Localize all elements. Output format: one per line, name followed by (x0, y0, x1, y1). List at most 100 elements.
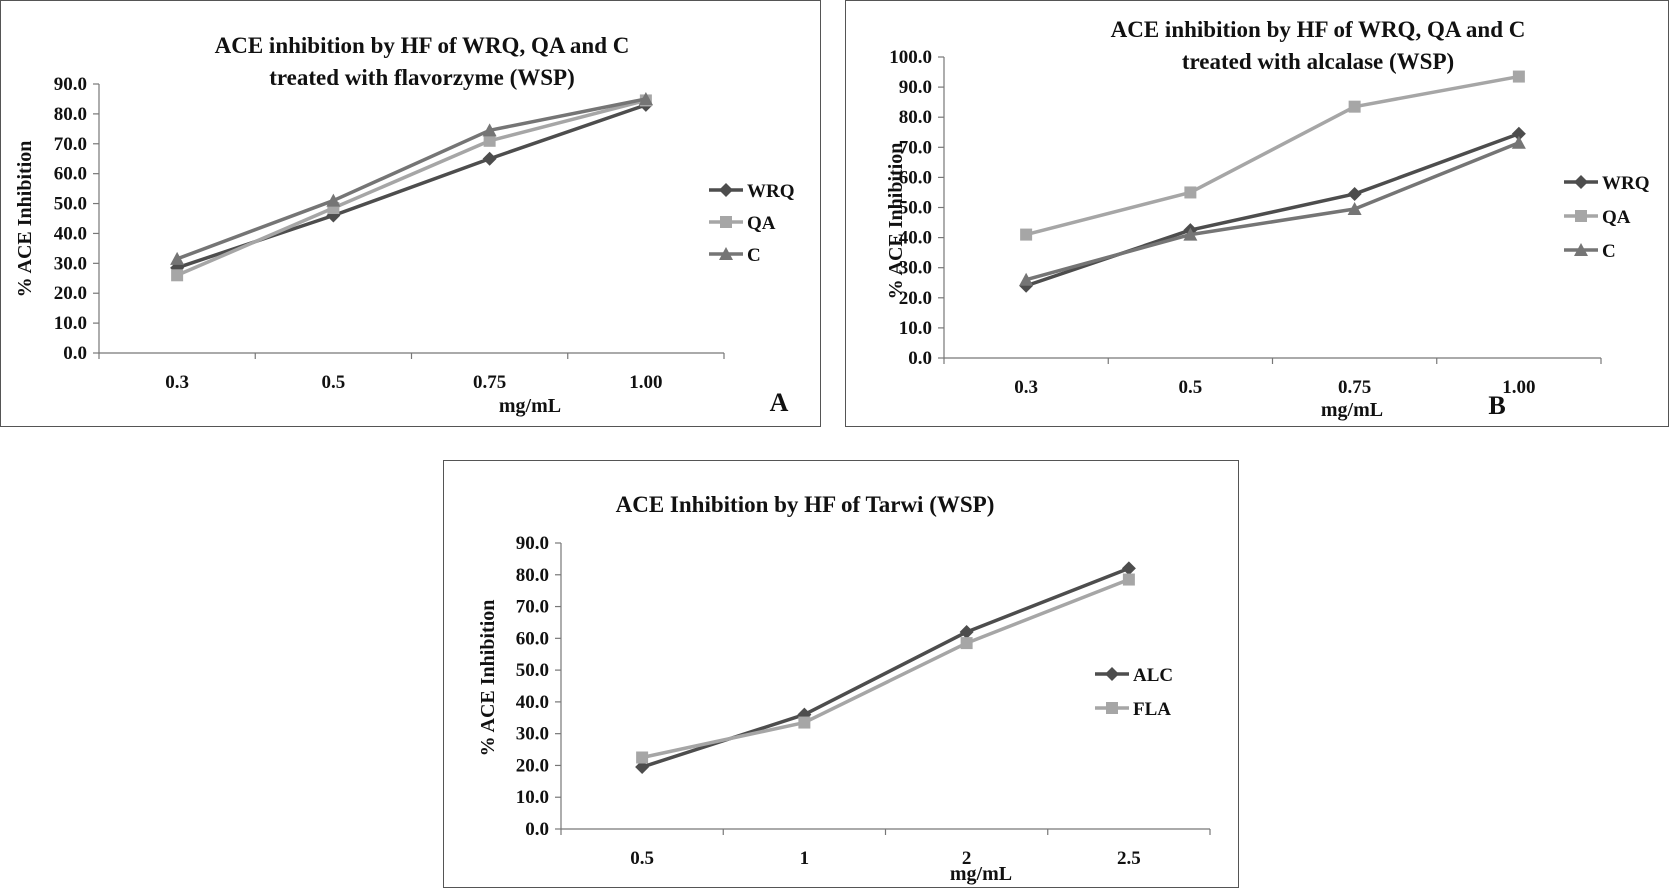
chart-panel-b: ACE inhibition by HF of WRQ, QA and C tre… (845, 0, 1669, 427)
chart-a-series-line-qa (176, 98, 647, 277)
chart-c-y-tick-label: 0.0 (525, 819, 549, 840)
chart-c-point-alc (1121, 561, 1136, 576)
chart-a-legend-label-c: C (747, 245, 761, 266)
chart-b-point-qa (1184, 186, 1197, 199)
chart-b-x-tick-label: 0.5 (1179, 377, 1203, 398)
chart-a-legend-label-wrq: WRQ (747, 181, 795, 202)
chart-a-point-wrq (482, 151, 497, 166)
chart-c-y-axis-title: % ACE Inhibition (477, 600, 499, 757)
chart-b-y-tick-label: 80.0 (899, 107, 932, 128)
chart-a-point-c (482, 123, 497, 137)
chart-c-y-tick-label: 30.0 (516, 724, 549, 745)
chart-b-x-axis-title: mg/mL (1321, 399, 1383, 421)
chart-c-y-tick-label: 20.0 (516, 755, 549, 776)
chart-c-legend-label-alc: ALC (1133, 665, 1173, 686)
chart-b-y-axis-title: % ACE Inhibition (885, 143, 907, 300)
chart-c-y-tick-label: 60.0 (516, 628, 549, 649)
chart-b-y-tick-label: 50.0 (899, 198, 932, 219)
chart-c-y-tick-label: 70.0 (516, 597, 549, 618)
chart-panel-a: ACE inhibition by HF of WRQ, QA and C tre… (0, 0, 821, 427)
chart-b-legend-marker-wrq (1574, 175, 1588, 189)
chart-c-x-tick-label: 0.5 (630, 848, 654, 869)
chart-b-point-wrq (1511, 126, 1526, 141)
chart-a-y-tick-label: 0.0 (63, 343, 87, 364)
chart-c-x-tick-label: 2 (962, 848, 972, 869)
chart-a-title-line: treated with flavorzyme (WSP) (269, 65, 575, 90)
chart-a-y-tick-label: 20.0 (54, 283, 87, 304)
chart-c-title-line: ACE Inhibition by HF of Tarwi (WSP) (616, 492, 995, 517)
chart-b-point-qa (1020, 228, 1033, 241)
chart-b-series-line-qa (1025, 74, 1520, 237)
chart-c-y-tick-label: 90.0 (516, 533, 549, 554)
chart-a-x-tick-label: 0.3 (165, 372, 189, 393)
chart-a-x-tick-label: 0.75 (473, 372, 506, 393)
chart-a-y-axis-title: % ACE Inhibition (14, 141, 36, 298)
chart-b-legend-marker-qa (1575, 210, 1587, 222)
chart-b-point-c (1511, 135, 1526, 149)
chart-b-title-line: treated with alcalase (WSP) (1182, 49, 1454, 74)
chart-c-point-fla (1122, 573, 1135, 586)
chart-b-legend-label-c: C (1602, 241, 1616, 262)
chart-a-legend-marker-qa (720, 216, 732, 228)
chart-a-y-tick-label: 60.0 (54, 164, 87, 185)
chart-a-x-axis-title: mg/mL (499, 395, 561, 417)
chart-a-panel-letter: A (770, 388, 789, 417)
chart-b-y-tick-label: 90.0 (899, 77, 932, 98)
chart-c-point-alc (635, 760, 650, 775)
chart-b-point-c (1019, 272, 1034, 286)
chart-b-x-tick-label: 0.3 (1014, 377, 1038, 398)
chart-a-series-line-c (176, 97, 647, 261)
chart-b-legend-marker-c (1574, 243, 1588, 256)
chart-b-x-tick-label: 0.75 (1338, 377, 1371, 398)
chart-c-y-tick-label: 80.0 (516, 565, 549, 586)
chart-b-series-line-c (1025, 141, 1520, 282)
chart-c-legend-marker-fla (1106, 702, 1118, 714)
chart-b-point-qa (1512, 70, 1525, 83)
chart-c-point-fla (636, 751, 649, 764)
chart-c-x-tick-label: 1 (800, 848, 810, 869)
chart-c-svg: ACE Inhibition by HF of Tarwi (WSP)0.010… (477, 492, 1270, 889)
chart-a-x-tick-label: 1.00 (629, 372, 662, 393)
chart-a-y-tick-label: 30.0 (54, 253, 87, 274)
chart-c-legend-marker-alc (1105, 667, 1119, 681)
chart-b-legend-label-qa: QA (1602, 207, 1631, 228)
chart-a-y-tick-label: 50.0 (54, 194, 87, 215)
chart-a-point-c (638, 91, 653, 105)
chart-panel-c: ACE Inhibition by HF of Tarwi (WSP) 0.0 10… (443, 460, 1270, 889)
chart-a-point-qa (171, 269, 184, 282)
chart-c-y-tick-label: 50.0 (516, 660, 549, 681)
chart-a-svg: ACE inhibition by HF of WRQ, QA and C tre… (14, 33, 795, 417)
chart-a-legend-marker-wrq (719, 183, 733, 197)
chart-a-point-qa (483, 134, 496, 147)
chart-c-x-axis-title: mg/mL (950, 863, 1012, 885)
chart-a-point-c (326, 193, 341, 207)
chart-a-title-line: ACE inhibition by HF of WRQ, QA and C (215, 33, 630, 58)
chart-a-y-tick-label: 10.0 (54, 313, 87, 334)
chart-b-point-qa (1348, 100, 1361, 113)
chart-c-series-line-fla (641, 577, 1130, 760)
chart-c-x-tick-label: 2.5 (1117, 848, 1141, 869)
chart-a-point-c (170, 251, 185, 265)
chart-b-point-wrq (1347, 186, 1362, 201)
chart-c-point-alc (959, 624, 974, 639)
chart-c-legend-label-fla: FLA (1133, 699, 1171, 720)
chart-b-y-tick-label: 70.0 (899, 137, 932, 158)
chart-c-y-tick-label: 10.0 (516, 787, 549, 808)
chart-b-x-tick-label: 1.00 (1502, 377, 1535, 398)
chart-b-y-tick-label: 20.0 (899, 288, 932, 309)
chart-b-y-tick-label: 60.0 (899, 167, 932, 188)
chart-b-panel-letter: B (1488, 391, 1505, 420)
chart-b-point-c (1347, 202, 1362, 216)
chart-b-y-tick-label: 30.0 (899, 258, 932, 279)
chart-a-y-tick-label: 70.0 (54, 134, 87, 155)
chart-a-y-tick-label: 80.0 (54, 104, 87, 125)
chart-c-point-fla (798, 716, 811, 729)
chart-b-legend-label-wrq: WRQ (1602, 173, 1650, 194)
chart-b-y-tick-label: 40.0 (899, 228, 932, 249)
chart-a-legend-label-qa: QA (747, 213, 776, 234)
chart-a-legend-marker-c (719, 247, 733, 260)
chart-c-series-line-alc (641, 566, 1130, 769)
chart-c-point-fla (960, 637, 973, 650)
chart-b-point-c (1183, 227, 1198, 241)
chart-b-y-tick-label: 10.0 (899, 318, 932, 339)
